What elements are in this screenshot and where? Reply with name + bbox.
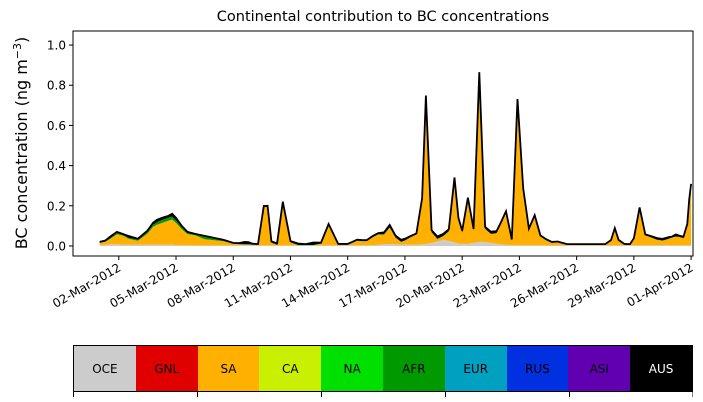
legend-ticks (73, 392, 693, 397)
y-tick-label: 0.4 (47, 159, 66, 173)
total-line (99, 72, 692, 246)
area-sa (99, 74, 692, 246)
legend-entry-aus: AUS (630, 346, 692, 391)
plot-frame (72, 30, 694, 257)
area-na (99, 74, 692, 246)
area-rus (99, 74, 692, 245)
y-axis-label-close: ) (12, 37, 31, 43)
legend-entry-eur: EUR (444, 346, 507, 391)
area-oce (99, 239, 692, 246)
legend-entry-na: NA (321, 346, 383, 391)
legend-entry-ca: CA (259, 346, 322, 391)
area-asi (99, 74, 692, 245)
legend-entry-rus: RUS (506, 346, 569, 391)
stacked-areas (99, 72, 692, 246)
area-afr (99, 74, 692, 246)
legend-entry-oce: OCE (74, 346, 136, 391)
x-axis: 02-Mar-201205-Mar-201208-Mar-201211-Mar-… (50, 256, 696, 311)
legend-colorbar: OCE GNL SA CA NA AFR EUR RUS ASI AUS (73, 345, 693, 392)
svg-text:BC concentration (ng m−3): BC concentration (ng m−3) (11, 37, 32, 250)
area-ca (99, 74, 692, 246)
y-tick-label: 1.0 (47, 39, 66, 53)
y-axis-label-superscript: −3 (11, 43, 24, 59)
legend-entry-sa: SA (197, 346, 260, 391)
area-aus (99, 72, 692, 245)
y-tick-label: 0.2 (47, 199, 66, 213)
y-tick-label: 0.0 (47, 239, 66, 253)
y-axis-label-text: BC concentration (ng m (12, 59, 31, 249)
y-axis: 0.0 0.2 0.4 0.6 0.8 1.0 (47, 39, 73, 253)
legend-entry-afr: AFR (382, 346, 445, 391)
y-axis-label: BC concentration (ng m−3) (11, 37, 32, 250)
legend-entry-gnl: GNL (135, 346, 198, 391)
y-tick-label: 0.8 (47, 79, 66, 93)
area-eur (99, 74, 692, 245)
legend-entry-asi: ASI (568, 346, 631, 391)
y-tick-label: 0.6 (47, 119, 66, 133)
chart-title: Continental contribution to BC concentra… (217, 9, 549, 25)
